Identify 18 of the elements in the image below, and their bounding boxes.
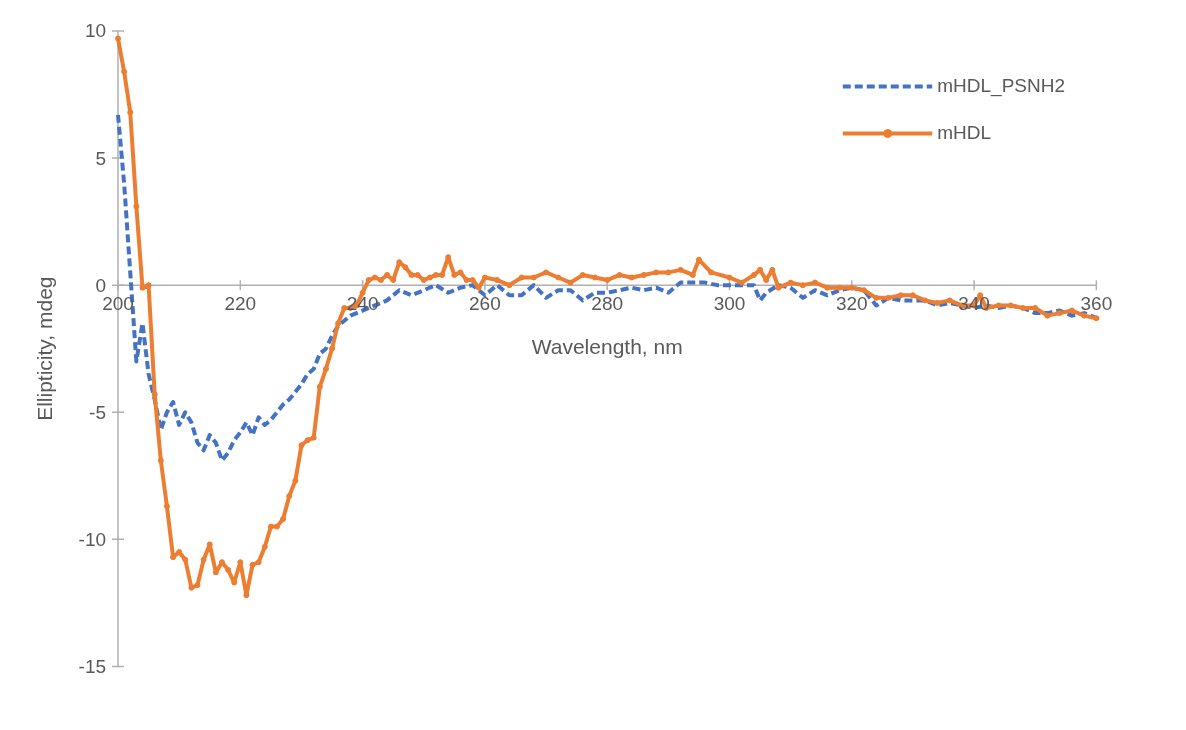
- y-tick-label: -5: [89, 401, 107, 423]
- y-tick-label: 10: [84, 20, 107, 42]
- x-tick-label: 220: [224, 293, 257, 315]
- y-tick-label: 5: [95, 147, 107, 169]
- x-tick-label: 260: [469, 293, 501, 315]
- x-tick-label: 360: [1080, 293, 1113, 315]
- x-tick-label: 280: [591, 293, 624, 315]
- x-tick-label: 340: [958, 293, 990, 315]
- legend-label: mHDL_PSNH2: [937, 75, 1065, 97]
- y-tick-label: 0: [95, 274, 107, 296]
- x-tick-label: 320: [835, 293, 868, 315]
- x-axis-title: Wavelength, nm: [531, 335, 683, 359]
- x-tick-label: 200: [102, 293, 134, 315]
- y-tick-label: -10: [78, 528, 107, 550]
- y-tick-label: -15: [78, 655, 107, 677]
- y-axis-title: Ellipticity, mdeg: [33, 276, 57, 421]
- x-tick-label: 300: [713, 293, 746, 315]
- legend-label: mHDL: [937, 122, 992, 144]
